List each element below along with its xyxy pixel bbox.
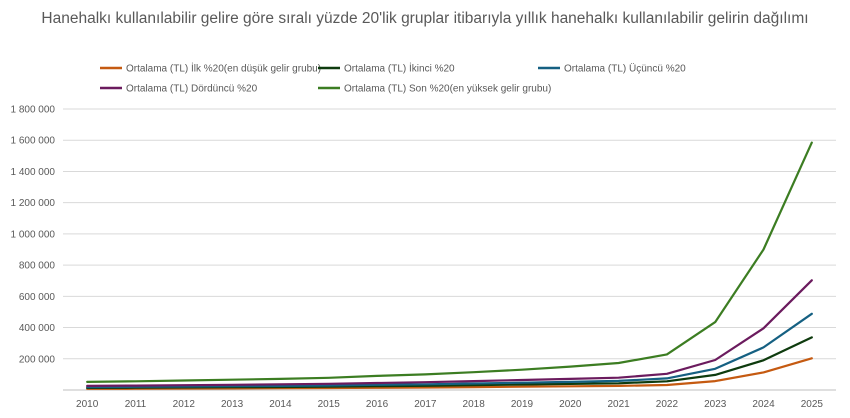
legend-label: Ortalama (TL) Son %20(en yüksek gelir gr…	[344, 84, 551, 95]
series-line-3	[86, 312, 813, 389]
x-tick-label: 2025	[801, 399, 824, 410]
legend-label: Ortalama (TL) İkinci %20	[344, 62, 455, 75]
series-line-1	[86, 357, 813, 390]
y-tick-label: 1 800 000	[11, 105, 56, 116]
x-tick-label: 2014	[269, 399, 292, 410]
y-tick-label: 600 000	[19, 292, 56, 303]
y-tick-label: 800 000	[19, 261, 56, 272]
legend-label: Ortalama (TL) Üçüncü %20	[564, 63, 686, 75]
legend-label: Ortalama (TL) İlk %20(en düşük gelir gru…	[126, 62, 321, 75]
x-tick-label: 2022	[656, 399, 679, 410]
y-tick-label: 1 600 000	[11, 136, 56, 147]
y-tick-label: 1 400 000	[11, 167, 56, 178]
x-tick-label: 2024	[752, 399, 775, 410]
y-tick-label: 1 000 000	[11, 229, 56, 240]
x-tick-label: 2013	[221, 399, 244, 410]
x-tick-label: 2018	[463, 399, 486, 410]
x-tick-label: 2012	[173, 399, 196, 410]
x-tick-label: 2010	[76, 399, 99, 410]
x-tick-label: 2016	[366, 399, 389, 410]
x-tick-label: 2015	[318, 399, 341, 410]
x-tick-label: 2023	[704, 399, 727, 410]
x-tick-label: 2021	[607, 399, 630, 410]
y-tick-label: 400 000	[19, 323, 56, 334]
series-line-4	[86, 279, 813, 387]
x-tick-label: 2011	[125, 399, 147, 410]
legend-label: Ortalama (TL) Dördüncü %20	[126, 84, 258, 95]
y-tick-label: 200 000	[19, 354, 56, 365]
series-line-5	[86, 141, 813, 383]
x-tick-label: 2020	[559, 399, 582, 410]
x-tick-label: 2017	[414, 399, 437, 410]
x-tick-label: 2019	[511, 399, 534, 410]
y-tick-label: 1 200 000	[11, 198, 56, 209]
chart-title: Hanehalkı kullanılabilir gelire göre sır…	[41, 10, 809, 27]
